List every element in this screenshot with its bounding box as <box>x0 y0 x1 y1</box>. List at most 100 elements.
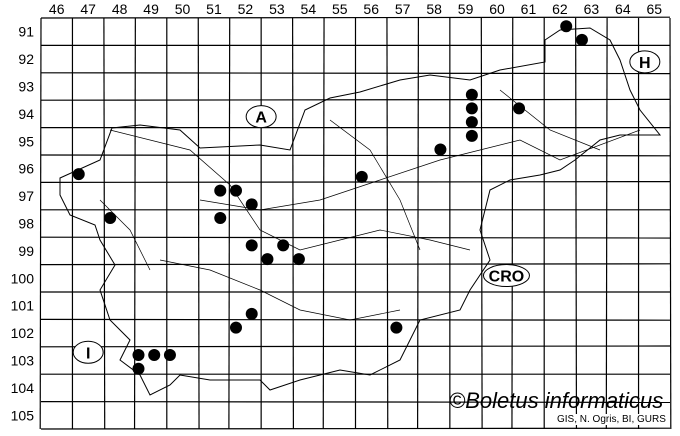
row-label: 91 <box>18 24 34 40</box>
column-label: 48 <box>112 1 128 17</box>
record-dot <box>214 212 227 225</box>
record-dot <box>245 198 258 211</box>
grid-line-vertical <box>605 17 608 430</box>
record-dot <box>163 349 176 362</box>
grid-line-horizontal <box>40 72 671 75</box>
record-dot <box>465 102 478 115</box>
grid-line-vertical <box>417 17 419 430</box>
column-label: 63 <box>584 1 600 17</box>
row-label: 102 <box>11 325 35 341</box>
record-dot <box>229 321 242 334</box>
country-label: CRO <box>489 269 525 286</box>
country-labels: A H CRO I <box>72 50 661 364</box>
country-label-oval <box>72 340 104 364</box>
country-label-oval <box>245 105 277 129</box>
grid-line-horizontal <box>40 154 671 157</box>
column-label: 46 <box>49 1 65 17</box>
record-dot <box>277 239 290 252</box>
country-label: A <box>255 110 267 127</box>
record-dot <box>465 129 478 142</box>
column-label: 56 <box>363 1 379 17</box>
grid-line-vertical <box>511 17 514 430</box>
record-dot <box>214 184 227 197</box>
column-label: 64 <box>615 1 631 17</box>
row-label: 92 <box>18 51 34 67</box>
record-dot <box>513 102 526 115</box>
row-label: 93 <box>18 79 34 95</box>
row-label: 103 <box>11 353 35 369</box>
grid-line-vertical <box>322 17 325 430</box>
row-label: 97 <box>18 188 34 204</box>
grid-line-horizontal <box>40 181 671 183</box>
record-dot <box>465 116 478 129</box>
column-label: 50 <box>175 1 191 17</box>
grid-line-vertical <box>39 17 42 430</box>
record-dot <box>229 184 242 197</box>
record-dot <box>104 212 117 225</box>
column-label: 49 <box>143 1 159 17</box>
rivers <box>99 89 641 321</box>
grid-line-horizontal <box>40 345 671 348</box>
record-markers <box>72 20 588 375</box>
grid-line-vertical <box>292 17 294 430</box>
record-dot <box>132 349 145 362</box>
grid-line-horizontal <box>40 427 671 430</box>
record-dot <box>72 168 85 181</box>
country-border <box>59 27 662 396</box>
grid-line-horizontal <box>40 98 671 101</box>
row-label: 96 <box>18 161 34 177</box>
country-label-oval <box>629 50 661 74</box>
column-label: 52 <box>238 1 254 17</box>
grid-line-vertical <box>669 17 672 430</box>
record-dot <box>434 143 447 156</box>
grid-line-horizontal <box>40 318 671 321</box>
record-dot <box>132 362 145 375</box>
column-label: 57 <box>395 1 411 17</box>
map-grid <box>39 16 672 430</box>
grid-line-horizontal <box>40 401 671 403</box>
record-dot <box>245 307 258 320</box>
country-label-oval <box>482 264 530 288</box>
grid-line-vertical <box>133 17 136 430</box>
row-label: 105 <box>11 407 35 423</box>
column-label: 58 <box>426 1 442 17</box>
copyright-credit: ©Boletus informaticus <box>449 388 664 413</box>
row-label: 101 <box>11 298 35 314</box>
grid-line-horizontal <box>40 263 671 266</box>
column-label: 53 <box>269 1 285 17</box>
row-label: 100 <box>11 270 35 286</box>
column-label: 47 <box>80 1 96 17</box>
column-label: 51 <box>206 1 222 17</box>
column-label: 61 <box>521 1 537 17</box>
row-label: 94 <box>18 106 34 122</box>
country-label: H <box>639 55 651 72</box>
row-label: 104 <box>11 380 35 396</box>
record-dot <box>560 20 573 33</box>
column-label: 55 <box>332 1 348 17</box>
record-dot <box>575 33 588 46</box>
grid-line-vertical <box>103 17 106 430</box>
row-label: 95 <box>18 133 34 149</box>
record-dot <box>245 239 258 252</box>
record-dot <box>390 321 403 334</box>
grid-line-vertical <box>197 17 200 430</box>
grid-line-horizontal <box>40 236 671 239</box>
column-label: 54 <box>301 1 317 17</box>
grid-labels: 46 47 48 49 50 51 52 53 54 55 56 57 58 59 60 61 62 63 64 65… <box>11 1 663 423</box>
row-label: 99 <box>18 243 34 259</box>
record-dot <box>261 253 274 266</box>
country-label: I <box>86 345 90 362</box>
row-label: 98 <box>18 216 34 232</box>
grid-line-vertical <box>228 17 231 430</box>
grid-line-vertical <box>480 17 483 430</box>
grid-line-vertical <box>386 17 389 430</box>
record-dot <box>355 170 368 183</box>
column-label: 59 <box>458 1 474 17</box>
grid-line-horizontal <box>40 16 671 19</box>
record-dot <box>465 88 478 101</box>
column-label: 62 <box>552 1 568 17</box>
grid-line-vertical <box>575 17 578 430</box>
data-source: GIS, N. Ogris, BI, GURS <box>555 414 668 425</box>
column-label: 65 <box>646 1 662 17</box>
